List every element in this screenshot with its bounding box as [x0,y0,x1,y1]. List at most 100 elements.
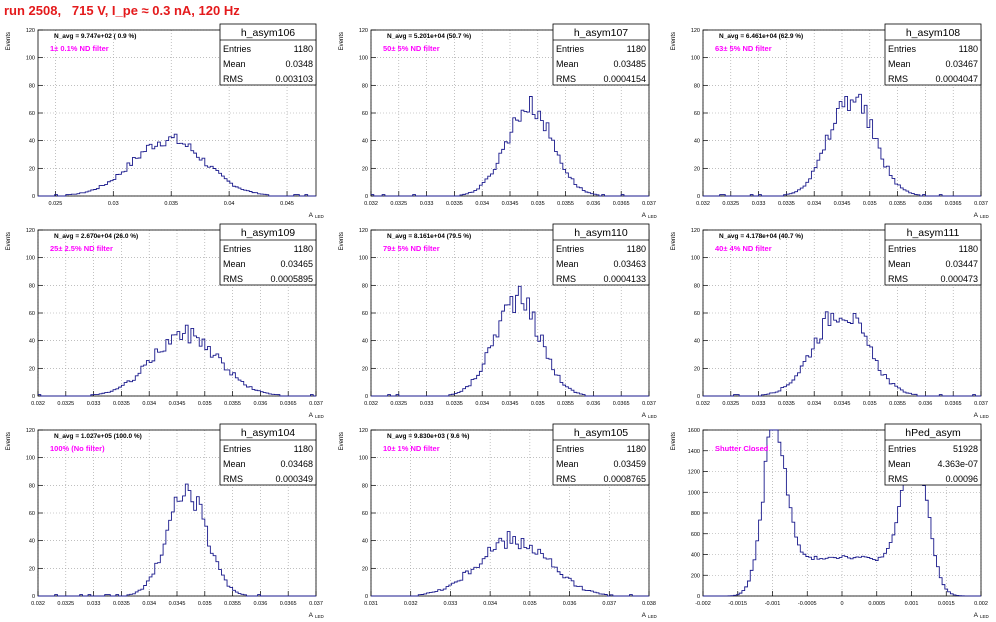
stats-value: 0.03468 [280,459,313,469]
navg-label: N_avg = 1.027e+05 (100.0 %) [54,433,142,440]
x-tick-label: 0.036 [563,601,577,607]
stats-label: Mean [556,459,579,469]
stats-label: Mean [888,259,911,269]
y-tick-label: 100 [26,256,35,262]
y-tick-label: 0 [697,194,700,200]
stats-value: 0.003103 [275,74,313,84]
x-tick-label: 0.0325 [57,601,74,607]
x-tick-label: 0.0355 [889,401,906,407]
x-tick-label: 0.035 [198,401,212,407]
y-tick-label: 0 [365,594,368,600]
y-tick-label: 120 [359,28,368,34]
x-tick-label: 0.034 [142,601,156,607]
y-tick-label: 80 [29,83,35,89]
histogram-title: h_asym107 [574,27,628,39]
x-tick-label: 0.037 [642,401,656,407]
y-tick-label: 100 [26,456,35,462]
y-axis-label: Events [671,32,677,50]
filter-annotation: 10± 1% ND filter [383,444,440,453]
x-tick-label: 0.037 [309,601,323,607]
y-tick-label: 0 [365,394,368,400]
x-tick-label: 0.032 [696,401,710,407]
stats-label: Entries [556,444,585,454]
x-tick-label: 0.0345 [169,401,186,407]
stats-value: 0.03463 [613,259,646,269]
stats-value: 1180 [294,44,313,54]
stats-label: RMS [223,274,243,284]
x-tick-label: 0.035 [523,601,537,607]
x-tick-label: 0.002 [974,601,988,607]
x-tick-label: 0.033 [752,401,766,407]
y-tick-label: 80 [694,83,700,89]
y-axis-label: Events [671,432,677,450]
histogram-svg: 0.031 0.032 0.033 0.034 0.035 0.036 0.037 0.038… [339,423,658,619]
histogram-panel-h_asym106: 0.025 0.03 0.035 0.04 0.045 0 20 40 60 80 100 120 Ev… [0,22,330,222]
histogram-line [703,311,981,397]
x-tick-label: 0.037 [974,401,988,407]
y-tick-label: 60 [694,111,700,117]
y-tick-label: 200 [691,573,700,579]
y-tick-label: 40 [29,139,35,145]
histogram-svg: 0.025 0.03 0.035 0.04 0.045 0 20 40 60 80 100 120 Ev… [6,23,325,219]
y-tick-label: 60 [362,311,368,317]
x-tick-label: 0.0365 [613,201,630,207]
stats-label: Entries [888,44,917,54]
stats-label: Mean [223,259,246,269]
stats-label: RMS [888,274,908,284]
stats-label: Mean [556,59,579,69]
y-tick-label: 20 [362,366,368,372]
histogram-svg: 0.032 0.0325 0.033 0.0335 0.034 0.0345 0.035 0.… [6,423,325,619]
x-axis-label-sub: LED [648,214,658,219]
x-tick-label: -0.0015 [728,601,747,607]
stats-box [552,223,650,286]
y-tick-label: 80 [29,483,35,489]
stats-value: 4.363e-07 [937,459,978,469]
x-tick-label: -0.001 [765,601,781,607]
y-tick-label: 60 [362,511,368,517]
y-tick-label: 0 [32,594,35,600]
x-tick-label: 0.037 [642,201,656,207]
stats-box [884,423,982,486]
x-tick-label: 0.035 [531,201,545,207]
y-tick-label: 0 [32,394,35,400]
x-tick-label: 0.0325 [390,401,407,407]
stats-value: 51928 [953,444,978,454]
histogram-title: h_asym110 [574,227,628,239]
stats-value: 1180 [627,44,646,54]
stats-label: Entries [223,244,252,254]
stats-value: 0.000349 [275,474,313,484]
y-tick-label: 800 [691,511,700,517]
y-tick-label: 40 [29,339,35,345]
stats-value: 0.000473 [940,274,978,284]
x-tick-label: 0.034 [483,601,497,607]
histogram-line [703,429,981,597]
x-tick-label: 0.0345 [502,201,519,207]
x-tick-label: 0.036 [587,401,601,407]
x-axis-label: A [309,612,314,619]
x-tick-label: 0.0355 [889,201,906,207]
filter-annotation: 1± 0.1% ND filter [50,44,109,53]
stats-label: RMS [223,474,243,484]
stats-value: 0.0005895 [270,274,313,284]
y-tick-label: 20 [694,366,700,372]
x-axis-label: A [974,212,979,219]
x-tick-label: 0.0345 [834,201,851,207]
x-tick-label: 0.03 [108,201,119,207]
y-tick-label: 40 [362,539,368,545]
stats-value: 1180 [627,244,646,254]
x-tick-label: 0.034 [475,401,489,407]
navg-label: N_avg = 8.161e+04 (79.5 %) [387,233,471,240]
x-tick-label: 0.0355 [224,601,241,607]
y-tick-label: 60 [29,511,35,517]
filter-annotation: 100% (No filter) [50,444,105,453]
y-tick-label: 120 [26,228,35,234]
y-tick-label: 400 [691,553,700,559]
stats-label: Entries [888,244,917,254]
stats-box [219,423,317,486]
histogram-title: h_asym106 [241,27,295,39]
histogram-panel-h_asym107: 0.032 0.0325 0.033 0.0335 0.034 0.0345 0.035 0.… [333,22,663,222]
y-tick-label: 80 [362,483,368,489]
histogram-svg: 0.032 0.0325 0.033 0.0335 0.034 0.0345 0.035 0.… [339,223,658,419]
x-tick-label: 0.04 [224,201,235,207]
x-tick-label: 0.0365 [613,401,630,407]
